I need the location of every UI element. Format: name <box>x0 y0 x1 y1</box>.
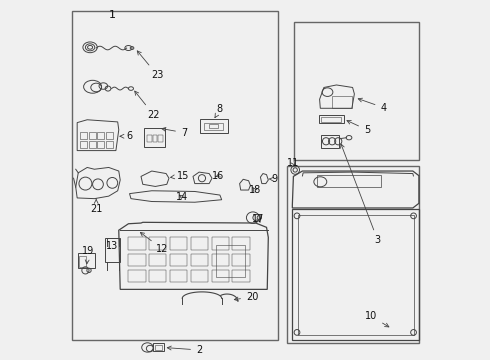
Bar <box>191 270 208 282</box>
Text: 1: 1 <box>109 10 116 20</box>
Bar <box>321 135 339 148</box>
Text: 23: 23 <box>137 51 163 80</box>
Text: 12: 12 <box>140 233 169 254</box>
Text: 11: 11 <box>287 158 299 168</box>
Bar <box>147 135 152 142</box>
Text: 18: 18 <box>248 185 261 195</box>
Text: 2: 2 <box>167 345 202 355</box>
Bar <box>158 135 163 142</box>
Bar <box>78 253 96 268</box>
Bar <box>204 123 223 130</box>
Bar <box>287 166 419 343</box>
Bar <box>79 256 87 267</box>
Text: 19: 19 <box>82 246 94 264</box>
Text: 15: 15 <box>171 171 190 181</box>
Bar <box>80 132 87 139</box>
Bar <box>128 270 146 282</box>
Bar <box>72 12 278 339</box>
Bar <box>212 237 229 250</box>
Bar <box>200 119 228 134</box>
Bar <box>149 270 167 282</box>
Bar <box>149 237 167 250</box>
Bar <box>80 141 87 148</box>
Bar <box>155 345 162 350</box>
Bar <box>106 132 113 139</box>
Text: 8: 8 <box>215 104 223 118</box>
Text: 4: 4 <box>358 98 387 113</box>
Bar <box>97 132 104 139</box>
Bar <box>318 116 343 123</box>
Bar <box>191 253 208 266</box>
Bar <box>212 253 229 266</box>
Bar <box>332 96 351 108</box>
Bar <box>128 253 146 266</box>
Bar <box>191 237 208 250</box>
Bar <box>97 141 104 148</box>
Bar <box>89 141 96 148</box>
Bar <box>170 237 187 250</box>
Bar <box>321 117 341 122</box>
Text: 14: 14 <box>176 192 188 202</box>
Text: 3: 3 <box>341 144 381 245</box>
Text: 22: 22 <box>135 91 160 120</box>
Bar <box>153 135 157 142</box>
Bar <box>298 215 414 335</box>
Bar <box>216 244 245 277</box>
Bar <box>170 253 187 266</box>
Text: 7: 7 <box>162 127 187 138</box>
Text: 16: 16 <box>212 171 224 181</box>
Text: 10: 10 <box>365 311 389 327</box>
Bar <box>317 175 381 187</box>
Bar <box>149 253 167 266</box>
Bar <box>294 22 419 160</box>
Bar <box>232 237 250 250</box>
Bar <box>105 238 120 262</box>
Text: 9: 9 <box>269 174 278 184</box>
Bar <box>153 343 164 351</box>
Bar <box>89 132 96 139</box>
Text: 21: 21 <box>90 199 102 215</box>
Bar <box>128 237 146 250</box>
Text: 13: 13 <box>106 241 119 251</box>
Bar <box>144 128 166 147</box>
Text: 5: 5 <box>347 121 370 135</box>
Text: 17: 17 <box>252 214 265 224</box>
Bar <box>232 270 250 282</box>
Text: 20: 20 <box>234 292 258 302</box>
Text: 6: 6 <box>120 131 133 141</box>
Bar <box>212 270 229 282</box>
Bar <box>106 141 113 148</box>
Bar <box>209 124 218 128</box>
Bar <box>170 270 187 282</box>
Bar <box>232 253 250 266</box>
